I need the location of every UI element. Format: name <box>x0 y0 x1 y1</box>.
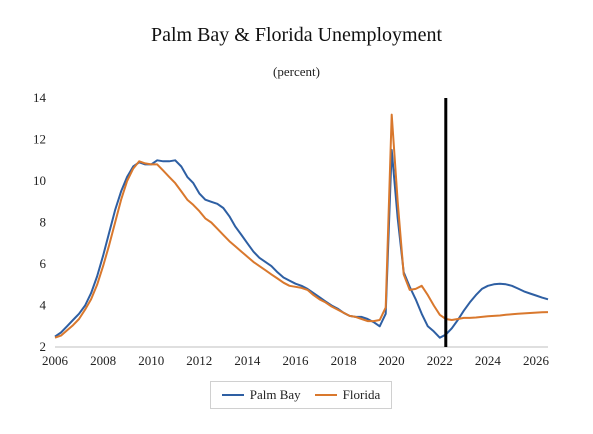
y-tick-label: 6 <box>40 256 47 271</box>
x-tick-label: 2020 <box>379 353 405 368</box>
x-tick-label: 2026 <box>523 353 550 368</box>
legend-label-palm-bay: Palm Bay <box>249 387 301 402</box>
x-tick-label: 2022 <box>427 353 453 368</box>
x-tick-label: 2018 <box>331 353 357 368</box>
y-tick-label: 10 <box>33 173 46 188</box>
legend: Palm Bay Florida <box>210 381 392 409</box>
chart-subtitle: (percent) <box>273 64 320 79</box>
legend-label-florida: Florida <box>342 387 381 402</box>
y-tick-label: 8 <box>40 215 47 230</box>
y-tick-label: 12 <box>33 132 46 147</box>
x-tick-label: 2008 <box>90 353 116 368</box>
x-tick-label: 2012 <box>186 353 212 368</box>
legend-item-palm-bay: Palm Bay <box>221 387 301 403</box>
legend-swatch-palm-bay <box>221 394 244 396</box>
y-tick-label: 4 <box>40 298 47 313</box>
tick-labels: 2006 2008 2010 2012 2014 2016 2018 2020 2022 2024… <box>33 90 549 368</box>
series-line-florida <box>54 113 549 339</box>
y-tick-label: 2 <box>40 339 47 354</box>
legend-item-florida: Florida <box>314 387 381 403</box>
x-tick-label: 2014 <box>234 353 261 368</box>
y-tick-label: 14 <box>33 90 47 105</box>
legend-swatch-florida <box>314 394 337 396</box>
chart-title: Palm Bay & Florida Unemployment <box>150 24 443 46</box>
x-tick-label: 2010 <box>138 353 164 368</box>
x-tick-label: 2016 <box>282 353 309 368</box>
x-tick-label: 2006 <box>42 353 69 368</box>
series-lines <box>54 113 549 339</box>
x-tick-label: 2024 <box>475 353 502 368</box>
